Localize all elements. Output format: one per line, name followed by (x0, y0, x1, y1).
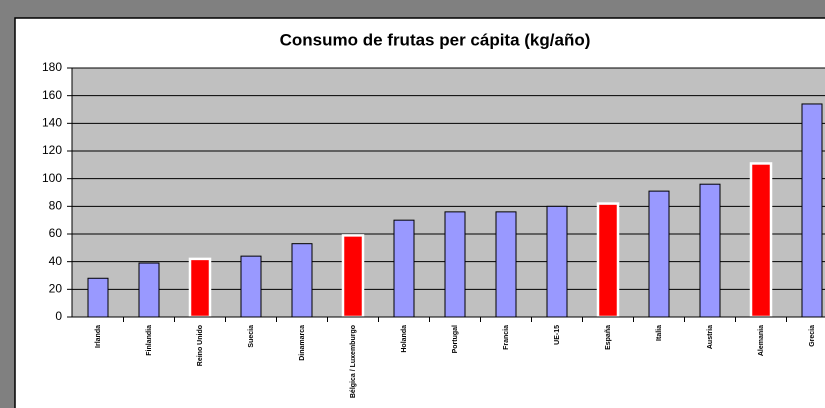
y-tick-label: 60 (49, 226, 63, 240)
x-tick-label: Suecia (248, 325, 255, 348)
x-tick-label: España (605, 325, 612, 350)
bar (341, 234, 365, 319)
bar (596, 202, 620, 319)
bar (699, 183, 721, 318)
bar (188, 257, 212, 319)
x-tick-label: UE-15 (554, 325, 561, 345)
bar (87, 277, 109, 318)
x-tick-label: Grecia (809, 325, 816, 347)
x-tick-label: Austria (707, 325, 714, 349)
x-tick-label: Reino Unido (197, 325, 204, 366)
y-tick-label: 140 (42, 116, 62, 130)
bar (495, 211, 517, 318)
x-tick-label: Portugal (452, 325, 459, 353)
chart-title: Consumo de frutas per cápita (kg/año) (280, 30, 591, 49)
y-tick-label: 120 (42, 143, 62, 157)
y-tick-label: 180 (42, 60, 62, 74)
bar (648, 190, 670, 318)
bar (291, 243, 313, 318)
x-tick-label: Irlanda (95, 325, 102, 348)
bar (749, 162, 773, 319)
x-tick-label: Francia (503, 325, 510, 350)
y-tick-label: 160 (42, 88, 62, 102)
y-tick-label: 40 (49, 254, 63, 268)
x-tick-label: Holanda (401, 325, 408, 353)
bar (444, 211, 466, 318)
bar (801, 103, 823, 318)
bar (393, 219, 415, 318)
bar (546, 205, 568, 318)
y-tick-label: 100 (42, 171, 62, 185)
bar (240, 255, 262, 318)
x-tick-label: Alemania (758, 325, 765, 356)
y-tick-label: 0 (55, 309, 62, 323)
y-tick-label: 20 (49, 282, 63, 296)
x-tick-label: Italia (656, 325, 663, 341)
x-tick-label: Dinamarca (299, 325, 306, 361)
bar (138, 262, 160, 318)
y-tick-label: 80 (49, 199, 63, 213)
x-tick-label: Finlandia (146, 325, 153, 356)
x-tick-label: Bélgica / Luxemburgo (350, 325, 357, 398)
